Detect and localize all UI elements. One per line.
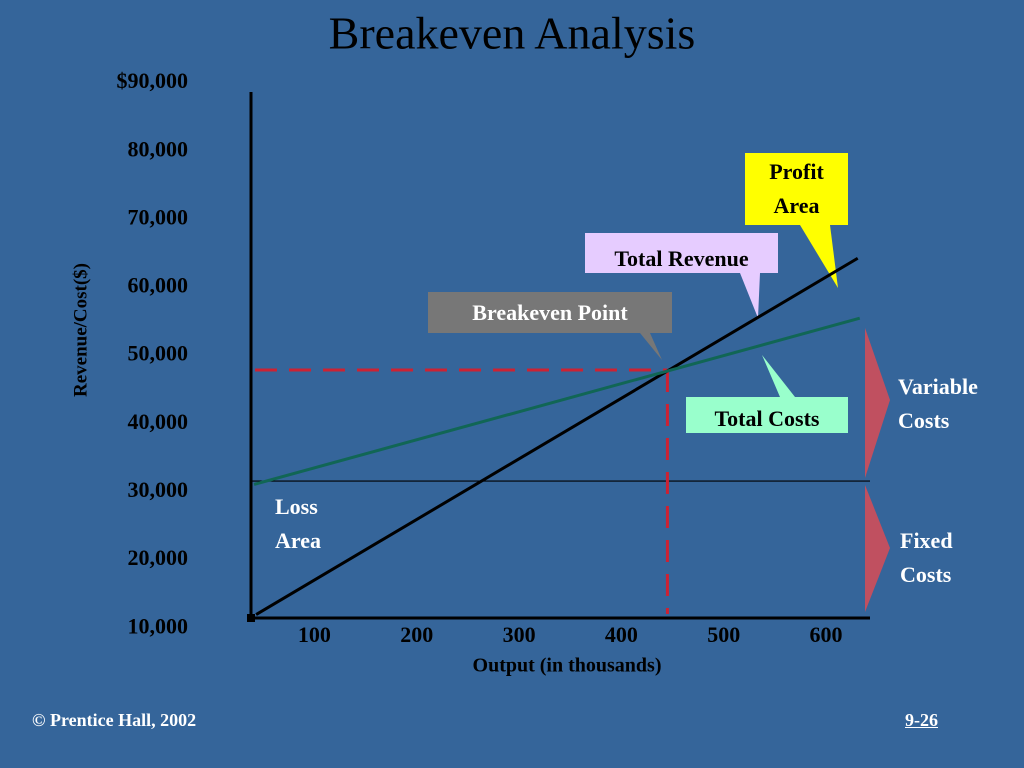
loss-area-label: Loss Area — [275, 494, 322, 553]
x-tick-label: 100 — [298, 622, 331, 647]
profit-area-callout: Profit Area — [745, 153, 848, 225]
y-tick-label: 20,000 — [128, 545, 189, 570]
y-tick-label: 30,000 — [128, 477, 189, 502]
x-tick-label: 600 — [810, 622, 843, 647]
y-tick-label: $90,000 — [117, 68, 189, 93]
y-tick-label: 40,000 — [128, 409, 189, 434]
callout-pointer — [696, 355, 795, 397]
footer-copyright: © Prentice Hall, 2002 — [32, 710, 197, 730]
y-tick-label: 50,000 — [128, 341, 189, 366]
series-line — [255, 256, 859, 616]
variable-costs-label: Variable Costs — [898, 374, 978, 433]
bracket-arrow — [865, 328, 890, 478]
callout-pointer — [700, 273, 760, 318]
y-tick-label: 60,000 — [128, 273, 189, 298]
y-tick-label: 80,000 — [128, 136, 189, 161]
y-axis-label: Revenue/Cost($) — [70, 263, 91, 397]
total-costs-callout: Total Costs — [686, 397, 848, 433]
slide-number: 9-26 — [905, 710, 938, 730]
x-tick-label: 400 — [605, 622, 638, 647]
x-tick-label: 200 — [400, 622, 433, 647]
chart-title: Breakeven Analysis — [329, 8, 696, 59]
origin-marker — [247, 614, 255, 622]
callout-pointer — [600, 333, 662, 360]
breakeven-callout: Breakeven Point — [428, 292, 672, 333]
y-tick-label: 70,000 — [128, 204, 189, 229]
bracket-arrow — [865, 485, 890, 612]
y-tick-label: 10,000 — [128, 613, 189, 638]
callout-pointer — [800, 225, 838, 288]
x-tick-label: 500 — [707, 622, 740, 647]
x-axis-label: Output (in thousands) — [473, 655, 662, 677]
x-tick-label: 300 — [503, 622, 536, 647]
callout-text: Profit Area — [769, 159, 824, 218]
fixed-costs-label: Fixed Costs — [900, 528, 953, 587]
series-line — [253, 316, 861, 486]
total-revenue-callout: Total Revenue — [585, 233, 778, 273]
